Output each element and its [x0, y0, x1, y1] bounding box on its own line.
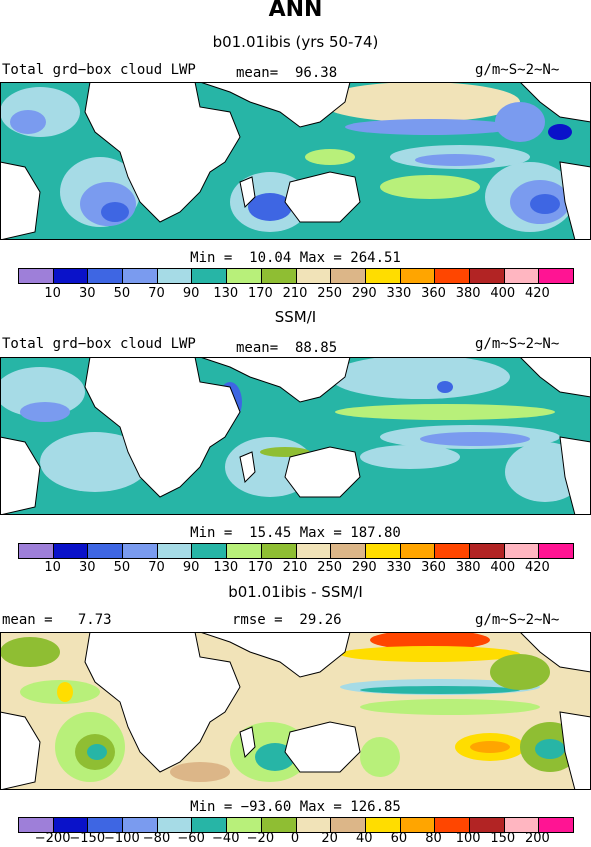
- colorbar-tick-label: 90: [182, 286, 200, 301]
- colorbar-tick-label: 400: [490, 560, 516, 575]
- madagascar-landmass: [239, 176, 256, 209]
- colorbar-tick-label: 10: [44, 560, 61, 575]
- panel-1-left-label: Total grd−box cloud LWP: [2, 62, 196, 78]
- colorbar-tick-label: 20: [321, 831, 338, 846]
- colorbar-tick-label: 420: [524, 560, 550, 575]
- eurasia-landmass: [199, 82, 351, 128]
- africa-landmass: [84, 82, 241, 223]
- colorbar-tick-label: 30: [78, 286, 96, 301]
- eurasia-landmass: [199, 632, 351, 678]
- colorbar-tick-label: 290: [351, 286, 377, 301]
- colorbar-tick-label: 50: [113, 560, 131, 575]
- australia-landmass: [284, 721, 361, 773]
- colorbar-tick-label: 130: [213, 286, 239, 301]
- colorbar-tick-label: 70: [148, 286, 165, 301]
- colorbar-tick-label: 380: [455, 560, 481, 575]
- colorbar-tick-label: 330: [386, 560, 412, 575]
- colorbar-tick-label: 90: [182, 560, 200, 575]
- panel-2-mean-label: mean= 88.85: [236, 340, 338, 356]
- africa-landmass: [84, 632, 241, 773]
- panel-3-map: [0, 632, 591, 790]
- colorbar-tick-label: −20: [246, 831, 275, 846]
- panel-3-mean-label: mean = 7.73: [2, 612, 112, 628]
- north-america-landmass: [519, 357, 591, 398]
- colorbar-tick-label: 200: [524, 831, 550, 846]
- panel-1-stats: Min = 10.04 Max = 264.51: [190, 250, 401, 266]
- colorbar-tick-label: −150: [69, 831, 106, 846]
- figure-title: ANN: [268, 0, 323, 22]
- colorbar-tick-label: −100: [104, 831, 140, 846]
- south-america-east-landmass: [559, 436, 591, 515]
- panel-2-map: [0, 357, 591, 515]
- panel-2-colorbar: [18, 543, 574, 559]
- colorbar-tick-label: 400: [490, 286, 516, 301]
- north-america-landmass: [519, 82, 591, 123]
- panel-1-colorbar: [18, 268, 574, 284]
- colorbar-tick-label: 170: [247, 560, 273, 575]
- colorbar-tick-label: 150: [490, 831, 516, 846]
- panel-3-units: g/m~S~2~N~: [475, 612, 560, 628]
- panel-1-map-svg: [0, 82, 591, 240]
- panel-2-map-svg: [0, 357, 591, 515]
- panel-2-subtitle: SSM/I: [274, 308, 317, 326]
- australia-landmass: [284, 171, 361, 223]
- north-america-landmass: [519, 632, 591, 673]
- panel-2-left-label: Total grd−box cloud LWP: [2, 336, 196, 352]
- south-america-landmass: [0, 161, 41, 240]
- colorbar-tick-label: −60: [177, 831, 205, 846]
- colorbar-tick-label: 330: [386, 286, 412, 301]
- madagascar-landmass: [239, 451, 256, 484]
- panel-2-stats: Min = 15.45 Max = 187.80: [190, 525, 401, 541]
- colorbar-tick-label: 250: [317, 560, 343, 575]
- colorbar-tick-label: 210: [282, 286, 308, 301]
- south-america-landmass: [0, 436, 41, 515]
- colorbar-tick-label: 420: [524, 286, 550, 301]
- panel-3-stats: Min = −93.60 Max = 126.85: [190, 799, 401, 815]
- colorbar-tick-label: 380: [455, 286, 481, 301]
- panel-2-units: g/m~S~2~N~: [475, 336, 560, 352]
- colorbar-tick-label: 70: [148, 560, 165, 575]
- colorbar-tick-label: 80: [425, 831, 442, 846]
- panel-3-colorbar-ticks: −200 −150 −100 −80 −60 −40 −20 0 20 40 60 80 100 150 2…: [18, 831, 572, 847]
- colorbar-tick-label: 10: [44, 286, 61, 301]
- colorbar-tick-label: −80: [142, 831, 171, 846]
- colorbar-tick-label: 170: [247, 286, 273, 301]
- panel-2-colorbar-ticks: 10 30 50 70 90 130 170 210 250 290 330 360 380 400 420: [18, 560, 572, 576]
- colorbar-tick-label: 360: [421, 560, 446, 575]
- panel-3-colorbar: [18, 817, 574, 833]
- panel-1-units: g/m~S~2~N~: [475, 62, 560, 78]
- eurasia-landmass: [199, 357, 351, 403]
- panel-1-mean-label: mean= 96.38: [236, 65, 338, 81]
- colorbar-tick-label: 0: [290, 831, 300, 846]
- colorbar-tick-label: 360: [421, 286, 446, 301]
- panel-3-subtitle: b01.01ibis - SSM/I: [228, 583, 363, 601]
- africa-landmass: [84, 357, 241, 498]
- panel-3-rmse-label: rmse = 29.26: [232, 612, 342, 628]
- colorbar-tick-label: 60: [390, 831, 408, 846]
- colorbar-tick-label: 290: [351, 560, 377, 575]
- south-america-landmass: [0, 711, 41, 790]
- panel-1-subtitle: b01.01ibis (yrs 50-74): [212, 33, 379, 51]
- south-america-east-landmass: [559, 711, 591, 790]
- australia-landmass: [284, 446, 361, 498]
- panel-3-map-svg: [0, 632, 591, 790]
- colorbar-tick-label: 50: [113, 286, 131, 301]
- colorbar-tick-label: 250: [317, 286, 343, 301]
- colorbar-tick-label: −40: [212, 831, 240, 846]
- colorbar-tick-label: 130: [213, 560, 239, 575]
- madagascar-landmass: [239, 726, 256, 759]
- south-america-east-landmass: [559, 161, 591, 240]
- panel-1-map: [0, 82, 591, 240]
- colorbar-tick-label: −200: [34, 831, 71, 846]
- colorbar-tick-label: 210: [282, 560, 308, 575]
- colorbar-tick-label: 100: [455, 831, 481, 846]
- panel-1-colorbar-ticks: 10 30 50 70 90 130 170 210 250 290 330 360 380 400 420: [18, 286, 572, 302]
- colorbar-tick-label: 40: [355, 831, 373, 846]
- colorbar-tick-label: 30: [78, 560, 96, 575]
